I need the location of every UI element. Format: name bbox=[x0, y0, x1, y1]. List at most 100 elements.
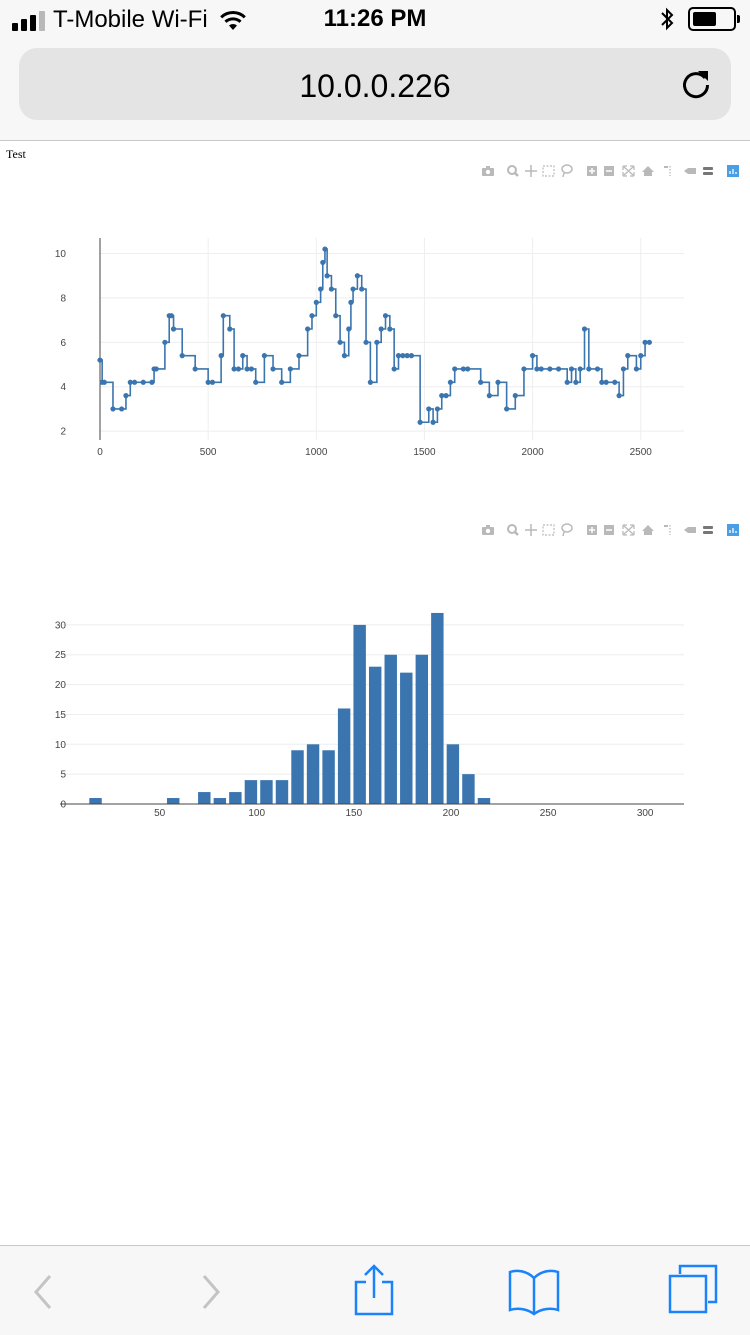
plotly-logo-icon bbox=[727, 165, 739, 177]
bar bbox=[368, 666, 382, 804]
x-tick-label: 2500 bbox=[630, 447, 653, 458]
hover-compare-icon bbox=[703, 526, 713, 534]
y-tick-label: 20 bbox=[55, 680, 67, 691]
data-point bbox=[235, 366, 242, 372]
data-point bbox=[346, 326, 352, 332]
data-point bbox=[153, 366, 159, 372]
data-point bbox=[620, 366, 627, 372]
battery-icon bbox=[688, 7, 740, 31]
data-point bbox=[547, 366, 553, 372]
address-bar[interactable]: 10.0.0.226 bbox=[19, 48, 731, 120]
bluetooth-icon bbox=[661, 7, 674, 31]
data-point bbox=[400, 353, 406, 359]
bar bbox=[462, 774, 475, 804]
data-point bbox=[486, 393, 492, 399]
data-point bbox=[348, 299, 354, 305]
data-point bbox=[434, 406, 441, 412]
y-tick-label: 8 bbox=[60, 293, 66, 304]
bar bbox=[275, 780, 289, 804]
data-point bbox=[374, 339, 380, 345]
data-point bbox=[220, 313, 226, 319]
bar bbox=[291, 750, 304, 804]
url-text[interactable]: 10.0.0.226 bbox=[299, 68, 451, 104]
data-point bbox=[97, 357, 103, 363]
status-time: 11:26 PM bbox=[323, 5, 427, 32]
data-point bbox=[599, 379, 605, 385]
y-tick-label: 5 bbox=[60, 770, 66, 781]
data-point bbox=[170, 326, 177, 332]
zoom-in-icon bbox=[587, 166, 597, 176]
x-tick-label: 0 bbox=[97, 447, 103, 458]
data-point bbox=[363, 339, 369, 345]
box-select-icon bbox=[542, 165, 555, 177]
data-point bbox=[333, 313, 339, 319]
wifi-icon bbox=[219, 11, 246, 30]
forward-icon[interactable] bbox=[196, 1272, 226, 1312]
data-point bbox=[430, 419, 436, 425]
autoscale-icon bbox=[622, 524, 635, 536]
lasso-icon bbox=[561, 164, 573, 178]
browser-toolbar bbox=[0, 1245, 750, 1335]
data-point bbox=[564, 379, 570, 385]
chart-1-modebar[interactable] bbox=[480, 163, 742, 179]
carrier-name: T-Mobile Wi-Fi bbox=[53, 6, 208, 33]
line-chart[interactable]: 2 4 6 8 10 0 500 1000 1500 2000 2500 bbox=[0, 190, 750, 510]
tabs-icon[interactable] bbox=[666, 1264, 722, 1316]
data-point bbox=[149, 379, 155, 385]
data-point bbox=[616, 393, 622, 399]
bar bbox=[89, 798, 102, 804]
data-point bbox=[478, 379, 484, 385]
data-point bbox=[378, 326, 384, 332]
data-point bbox=[391, 366, 397, 372]
bar bbox=[306, 744, 320, 804]
back-icon[interactable] bbox=[28, 1272, 58, 1312]
data-point bbox=[240, 353, 246, 359]
bar bbox=[431, 612, 444, 804]
data-point bbox=[192, 366, 198, 372]
share-icon[interactable] bbox=[352, 1262, 396, 1318]
bar-chart[interactable]: 0 5 10 15 20 25 30 50 100 150 200 250 300 bbox=[0, 580, 750, 840]
series-line bbox=[100, 248, 650, 424]
reload-icon[interactable] bbox=[679, 68, 713, 102]
data-point bbox=[324, 273, 330, 279]
reset-axes-icon bbox=[642, 525, 654, 535]
chart-2-modebar[interactable] bbox=[480, 522, 742, 538]
bar bbox=[198, 792, 211, 804]
data-point bbox=[642, 339, 648, 345]
x-tick-label: 500 bbox=[200, 447, 217, 458]
x-tick-label: 300 bbox=[637, 808, 654, 819]
data-point bbox=[638, 353, 644, 359]
data-point bbox=[296, 353, 302, 359]
x-tick-label: 1000 bbox=[305, 447, 328, 458]
bar bbox=[384, 654, 397, 804]
data-point bbox=[646, 339, 652, 345]
bookmarks-icon[interactable] bbox=[506, 1266, 562, 1316]
data-point bbox=[443, 393, 449, 399]
x-tick-label: 2000 bbox=[521, 447, 544, 458]
bar bbox=[167, 798, 180, 804]
chart-1-modebar-icons[interactable] bbox=[480, 163, 742, 179]
bar bbox=[477, 798, 491, 804]
chart-2-modebar-icons[interactable] bbox=[480, 522, 742, 538]
status-right bbox=[660, 7, 740, 31]
data-point bbox=[309, 313, 315, 319]
bar bbox=[337, 708, 351, 804]
autoscale-icon bbox=[622, 165, 635, 177]
y-tick-label: 10 bbox=[55, 740, 67, 751]
hover-compare-icon bbox=[703, 167, 713, 175]
data-point bbox=[205, 379, 211, 385]
data-point bbox=[408, 353, 415, 359]
data-point bbox=[179, 353, 185, 359]
data-point bbox=[555, 366, 562, 372]
data-point bbox=[603, 379, 609, 385]
bar bbox=[244, 780, 258, 804]
data-point bbox=[612, 379, 618, 385]
data-point bbox=[586, 366, 592, 372]
data-point bbox=[248, 366, 255, 372]
data-point bbox=[465, 366, 471, 372]
data-point bbox=[538, 366, 544, 372]
data-point bbox=[101, 379, 107, 385]
lasso-icon bbox=[561, 523, 573, 537]
data-point bbox=[270, 366, 276, 372]
bar bbox=[415, 654, 429, 804]
